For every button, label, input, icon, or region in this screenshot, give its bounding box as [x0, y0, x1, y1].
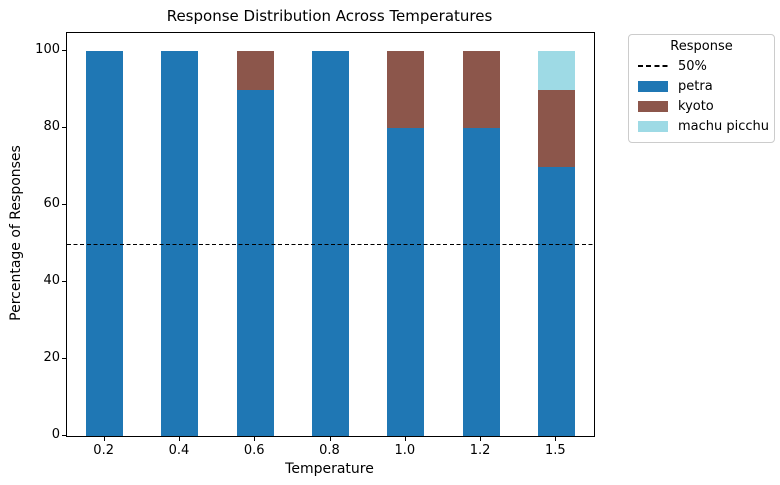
legend-swatch-petra	[638, 80, 668, 92]
y-tick-mark	[62, 435, 66, 436]
y-tick-mark	[62, 204, 66, 205]
x-tick-label: 1.0	[394, 443, 416, 458]
y-tick-label: 0	[51, 427, 60, 442]
bar-segment-petra	[236, 89, 274, 436]
y-tick-label: 60	[43, 196, 60, 211]
y-tick-label: 80	[43, 119, 60, 134]
y-axis-label: Percentage of Responses	[8, 145, 24, 321]
x-tick-label: 0.4	[168, 443, 190, 458]
x-tick-label: 1.5	[545, 443, 566, 458]
bar-segment-kyoto	[537, 89, 575, 167]
legend-items: 50% petra kyoto machu picchu	[629, 56, 774, 136]
x-tick-label: 1.2	[469, 443, 491, 458]
bar-segment-kyoto	[387, 51, 425, 128]
x-tick-mark	[178, 437, 180, 441]
y-tick-mark	[62, 281, 66, 282]
legend: Response 50% petra kyoto machu picchu	[628, 34, 775, 143]
y-tick-mark	[62, 50, 66, 51]
legend-row: machu picchu	[629, 116, 774, 136]
y-tick-label: 100	[35, 42, 60, 57]
bar-segment-petra	[537, 166, 575, 436]
y-tick-label: 20	[43, 350, 60, 365]
legend-label: petra	[678, 78, 713, 94]
y-tick-label: 40	[43, 273, 60, 288]
reference-line-50pct	[67, 243, 594, 245]
legend-swatch-kyoto	[638, 100, 668, 112]
x-tick-mark	[404, 437, 406, 441]
x-tick-label: 0.8	[319, 443, 340, 458]
legend-row: 50%	[629, 56, 774, 76]
bar-segment-petra	[387, 128, 425, 436]
legend-title: Response	[670, 39, 733, 54]
x-tick-label: 0.2	[93, 443, 114, 458]
legend-row: petra	[629, 76, 774, 96]
legend-dashed-line-sample	[638, 65, 668, 67]
bar-segment-machu-picchu	[537, 51, 575, 90]
x-tick-mark	[254, 437, 256, 441]
bar-segment-kyoto	[462, 51, 500, 128]
legend-swatch-machu-picchu	[638, 120, 668, 132]
y-tick-mark	[62, 127, 66, 128]
bar-segment-petra	[462, 128, 500, 436]
x-tick-label: 0.6	[243, 443, 265, 458]
x-tick-mark	[103, 437, 105, 441]
x-axis-label: Temperature	[285, 461, 374, 477]
x-tick-mark	[480, 437, 482, 441]
x-tick-mark	[555, 437, 557, 441]
legend-row: kyoto	[629, 96, 774, 116]
legend-label: machu picchu	[678, 118, 770, 134]
plot-area	[66, 32, 595, 437]
x-tick-mark	[329, 437, 331, 441]
y-tick-mark	[62, 358, 66, 359]
bar-segment-kyoto	[236, 51, 274, 90]
legend-label: kyoto	[678, 98, 714, 114]
legend-label: 50%	[678, 58, 707, 74]
chart-title: Response Distribution Across Temperature…	[166, 7, 493, 25]
